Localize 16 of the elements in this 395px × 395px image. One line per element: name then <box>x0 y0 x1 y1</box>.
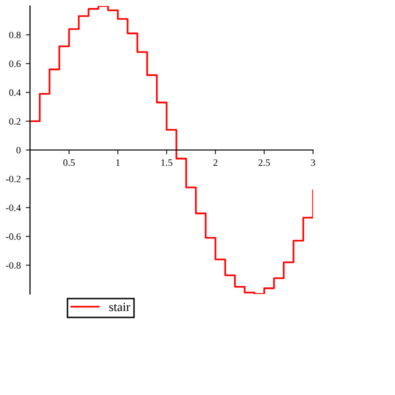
y-tick-label: -0.2 <box>6 176 20 182</box>
y-tick-label: 0.8 <box>9 32 21 38</box>
x-tick-label: 0.5 <box>63 159 75 166</box>
x-tick-label: 1 <box>116 159 120 166</box>
x-tick-label: 1.5 <box>161 159 172 166</box>
x-tick-label: 3 <box>311 159 316 166</box>
y-tick-label: 0.2 <box>9 118 20 125</box>
y-tick-label: -0.6 <box>6 233 21 240</box>
legend-label: stair <box>109 302 130 312</box>
y-tick-label: 0 <box>16 146 21 154</box>
y-tick-label: 0.4 <box>9 89 21 96</box>
y-tick-label: -0.8 <box>6 262 21 269</box>
y-tick-label: 0.6 <box>9 60 21 68</box>
x-tick-label: 2.5 <box>258 159 270 166</box>
x-tick-label: 2 <box>213 159 218 166</box>
y-tick-label: -0.4 <box>6 204 21 212</box>
